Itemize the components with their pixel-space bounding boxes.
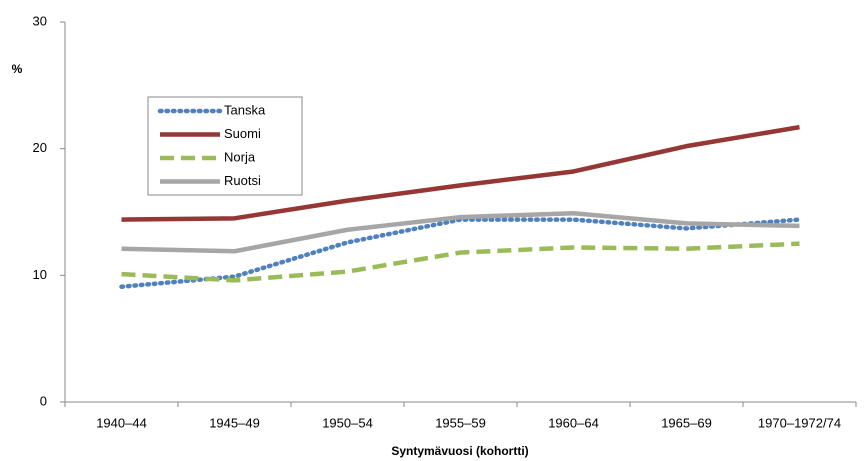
x-tick-label: 1945–49: [209, 415, 260, 430]
series-line: [121, 241, 800, 283]
y-tick-label: 10: [33, 267, 47, 282]
series-line: [121, 124, 800, 222]
legend-label: Tanska: [224, 102, 266, 117]
y-tick-label: 30: [33, 13, 47, 28]
y-tick-label: 0: [40, 393, 47, 408]
legend-label: Suomi: [224, 126, 261, 141]
x-tick-label: 1965–69: [661, 415, 712, 430]
x-axis-label: Syntymävuosi (kohortti): [391, 444, 528, 458]
series-line: [121, 211, 800, 254]
y-tick-label: 20: [33, 140, 47, 155]
series-line: [119, 217, 802, 289]
x-tick-label: 1955–59: [435, 415, 486, 430]
legend-label: Norja: [224, 149, 256, 164]
y-axis-label: %: [12, 62, 23, 76]
x-tick-label: 1940–44: [96, 415, 147, 430]
legend: Tanska Suomi Norja Ruotsi: [147, 96, 303, 196]
legend-box: [147, 96, 303, 196]
legend-label: Ruotsi: [224, 173, 261, 188]
x-tick-label: 1970–1972/74: [758, 415, 841, 430]
x-tick-label: 1950–54: [322, 415, 373, 430]
x-tick-label: 1960–64: [548, 415, 599, 430]
